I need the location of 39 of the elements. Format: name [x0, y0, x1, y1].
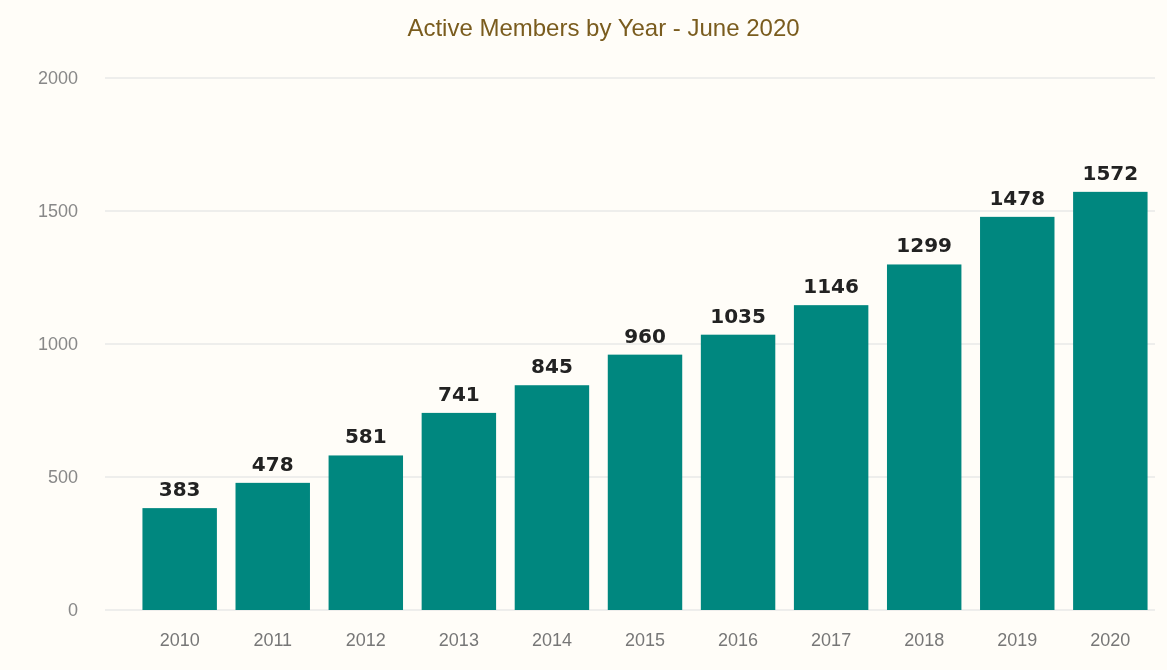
- data-label: 960: [624, 323, 666, 348]
- x-tick-label: 2015: [624, 630, 666, 650]
- bar: [607, 354, 683, 610]
- data-label: 1299: [896, 233, 953, 258]
- y-tick-label: 1000: [37, 334, 78, 355]
- data-label: 1572: [1082, 160, 1139, 185]
- bar: [235, 482, 310, 610]
- bar: [328, 455, 404, 610]
- x-tick-label: 2017: [811, 630, 852, 650]
- x-tick-label: 2010: [159, 630, 200, 650]
- bar: [421, 412, 497, 610]
- data-label: 383: [158, 477, 201, 502]
- x-tick-label: 2018: [904, 630, 945, 650]
- bar: [142, 508, 217, 610]
- x-tick-label: 2019: [997, 630, 1038, 650]
- data-label: 741: [437, 381, 480, 406]
- x-tick-label: 2014: [531, 630, 572, 650]
- y-tick-label: 0: [67, 600, 78, 621]
- data-label: 1478: [989, 185, 1046, 210]
- chart-title: Active Members by Year - June 2020: [407, 14, 800, 41]
- bar: [980, 216, 1055, 610]
- x-tick-label: 2012: [345, 630, 386, 650]
- data-label: 581: [344, 424, 387, 449]
- data-label: 845: [531, 354, 573, 379]
- y-tick-label: 2000: [37, 68, 78, 89]
- y-tick-label: 500: [47, 467, 78, 488]
- data-label: 1035: [710, 303, 766, 328]
- bar: [886, 264, 962, 610]
- x-tick-label: 2020: [1090, 630, 1131, 650]
- bar: [700, 334, 776, 610]
- bar: [793, 305, 869, 610]
- x-tick-label: 2016: [718, 630, 759, 650]
- x-tick-label: 2011: [253, 630, 293, 650]
- x-tick-label: 2013: [438, 630, 479, 650]
- data-label: 478: [251, 451, 294, 476]
- bar: [1073, 191, 1148, 610]
- data-label: 1146: [803, 274, 859, 299]
- bar: [514, 385, 590, 610]
- y-tick-label: 1500: [37, 201, 78, 222]
